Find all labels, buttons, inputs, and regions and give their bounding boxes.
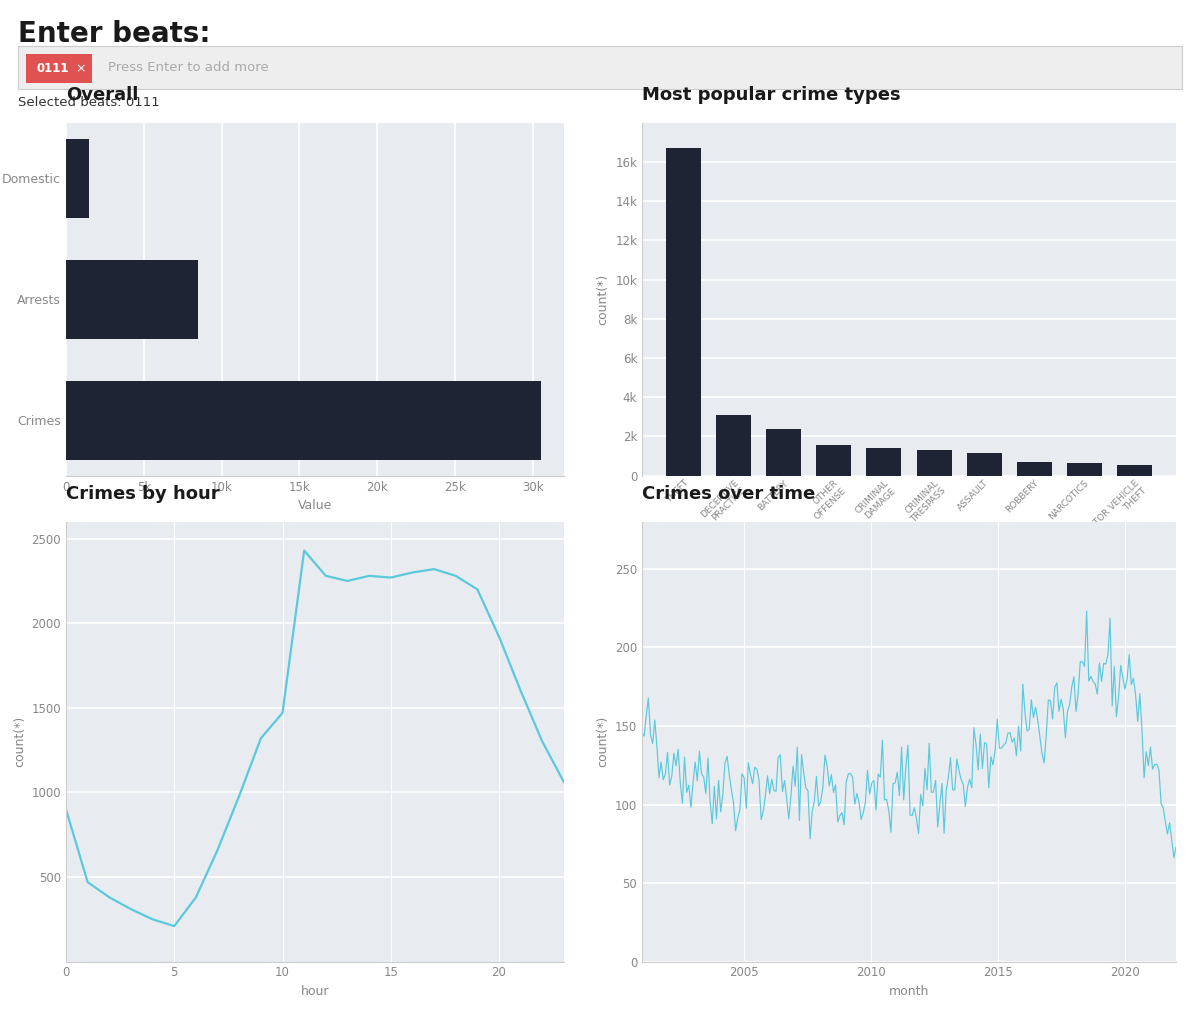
Text: Selected beats: 0111: Selected beats: 0111 (18, 96, 160, 109)
Text: Most popular crime types: Most popular crime types (642, 86, 901, 104)
Bar (66, 381, 541, 459)
Text: Enter beats:: Enter beats: (18, 20, 210, 48)
Y-axis label: count(*): count(*) (13, 716, 26, 767)
Text: Crimes by hour: Crimes by hour (66, 485, 220, 503)
Bar (66, 260, 198, 339)
Bar (1117, 464, 1152, 476)
Y-axis label: count(*): count(*) (596, 716, 610, 767)
Bar (1016, 462, 1051, 476)
X-axis label: month: month (889, 985, 929, 998)
Bar (66, 139, 89, 218)
Bar (966, 453, 1002, 476)
X-axis label: Value: Value (298, 499, 332, 513)
Bar (666, 148, 701, 476)
Bar (767, 429, 802, 476)
X-axis label: PrimaryType: PrimaryType (870, 550, 948, 564)
Bar (917, 450, 952, 476)
Bar (716, 415, 751, 476)
Text: Overall: Overall (66, 86, 138, 104)
Text: ×: × (76, 62, 85, 75)
X-axis label: hour: hour (301, 985, 329, 998)
Y-axis label: count(*): count(*) (596, 273, 610, 325)
Bar (1067, 463, 1102, 476)
Bar (816, 445, 852, 476)
Text: Press Enter to add more: Press Enter to add more (108, 61, 269, 74)
Text: 0111: 0111 (36, 62, 70, 75)
Bar (866, 448, 901, 476)
Text: Crimes over time: Crimes over time (642, 485, 815, 503)
